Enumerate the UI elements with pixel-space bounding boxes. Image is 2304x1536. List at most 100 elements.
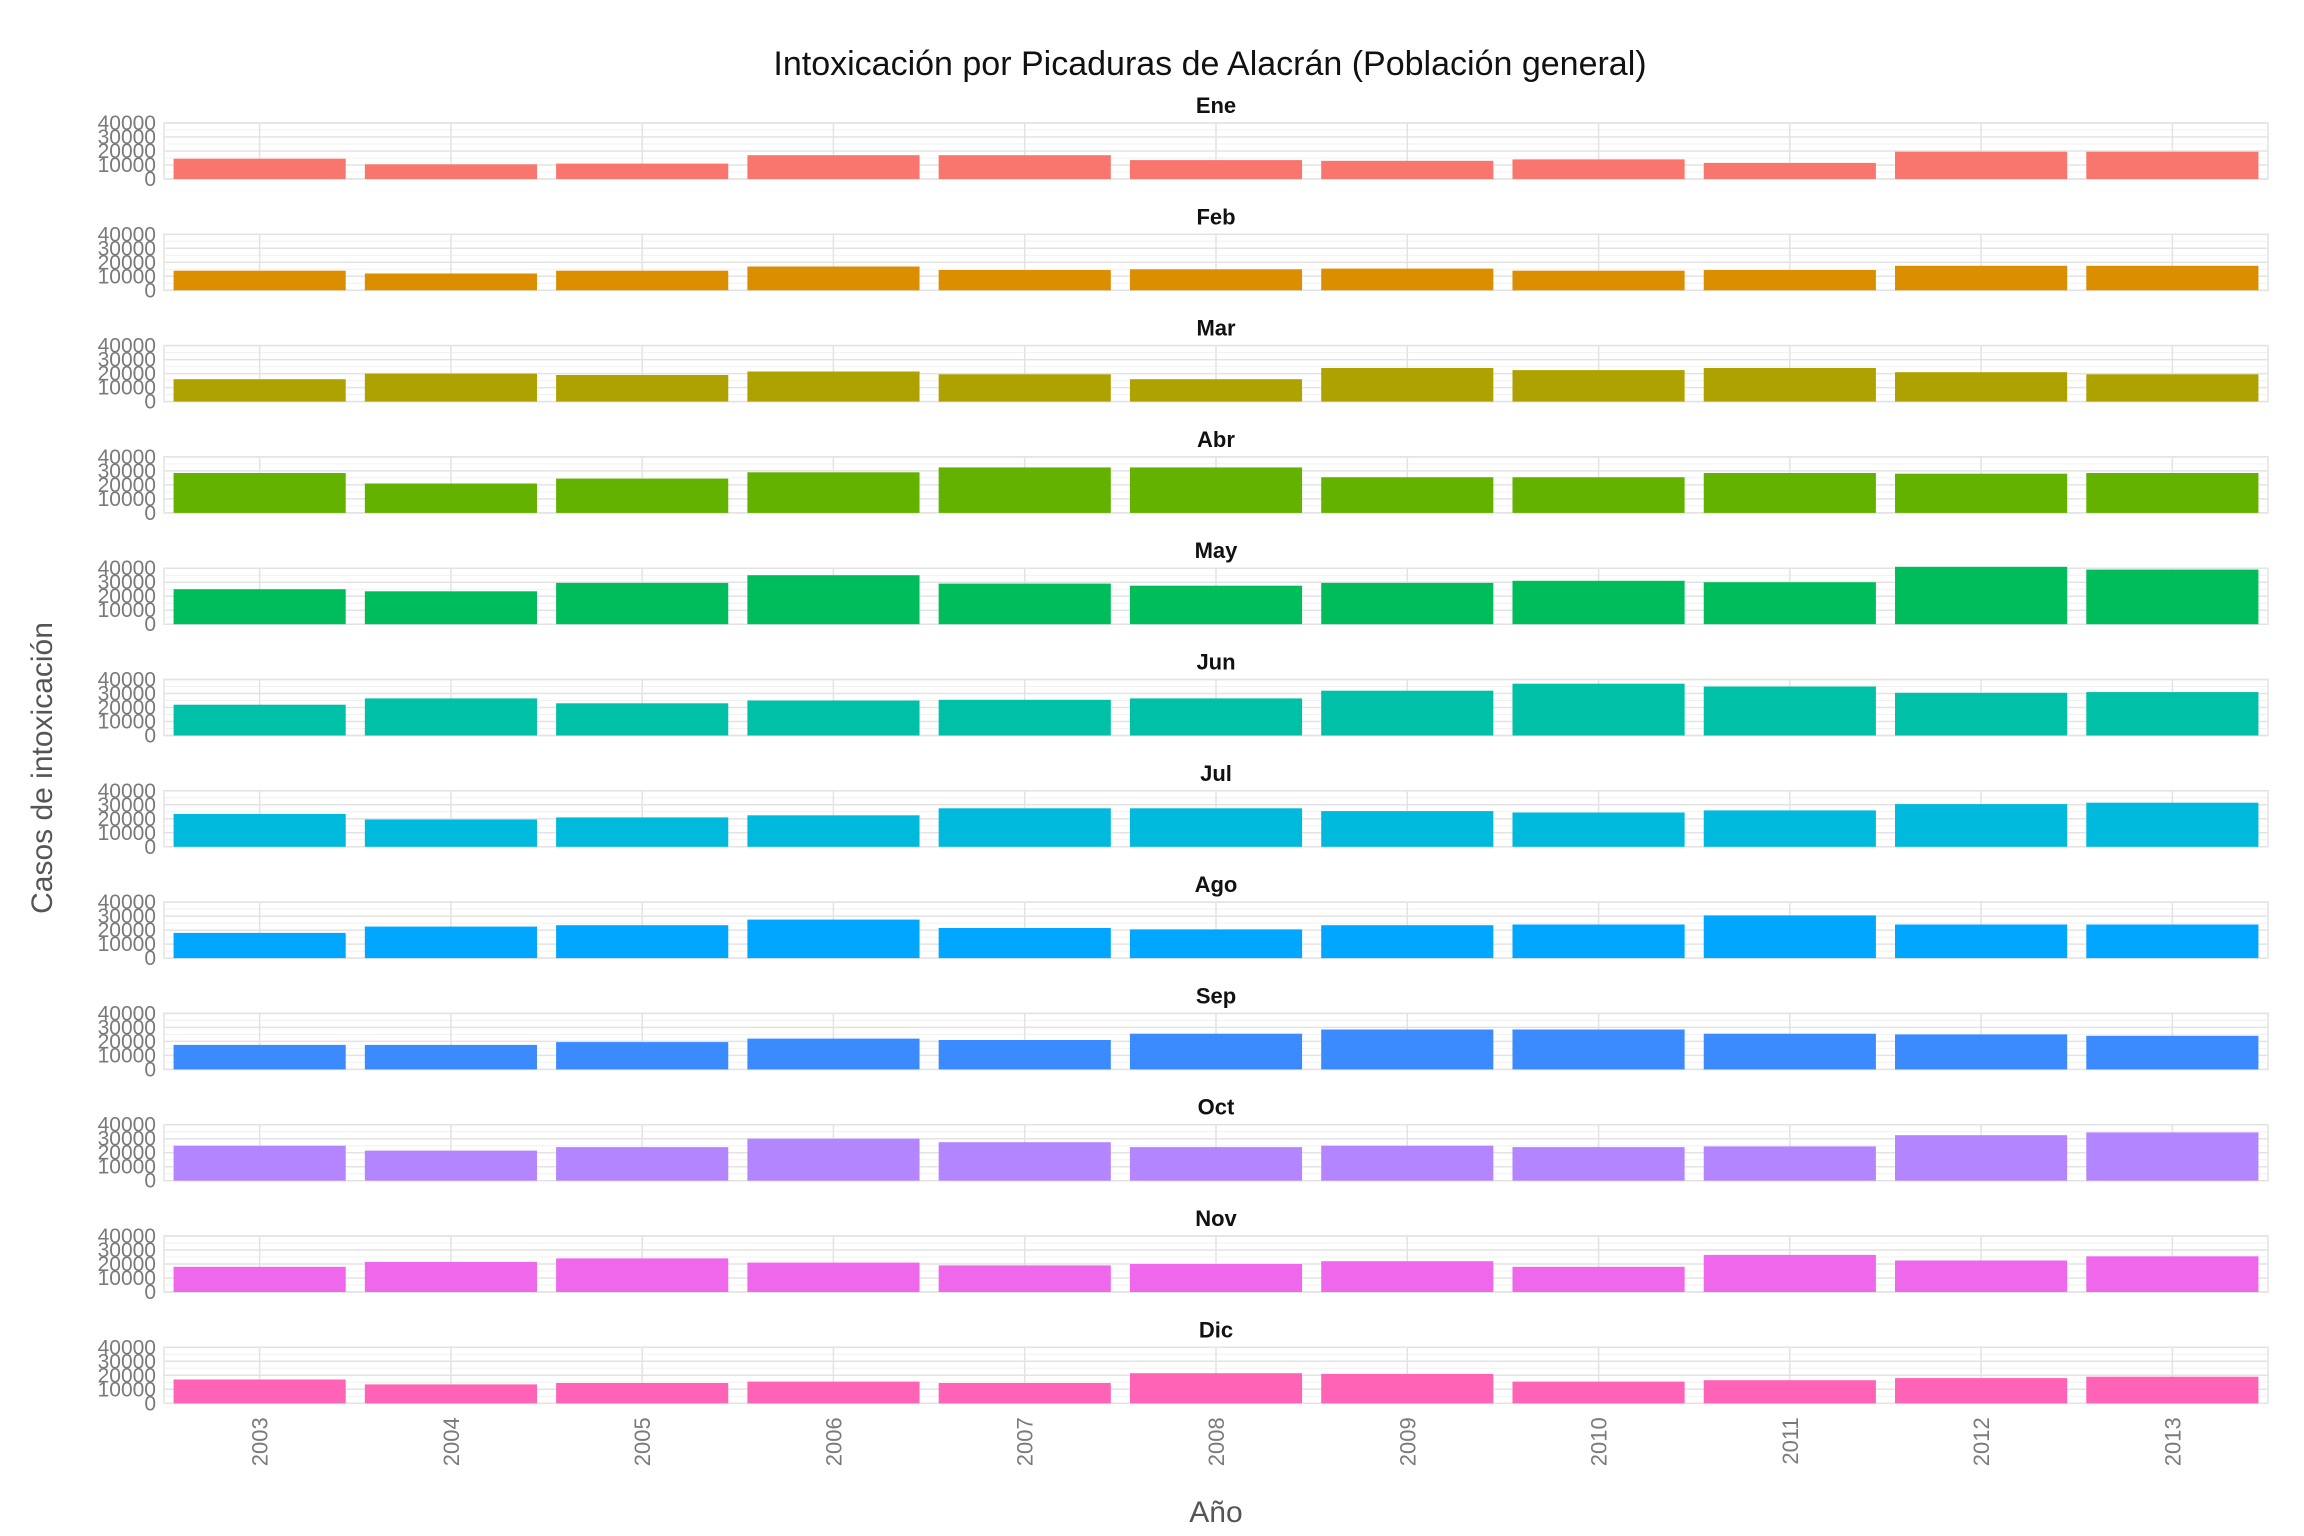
bar-ago-2006 xyxy=(747,919,920,959)
bar-abr-2009 xyxy=(1321,477,1494,513)
bar-nov-2012 xyxy=(1895,1260,2068,1292)
bar-dic-2007 xyxy=(938,1383,1111,1404)
y-tick-label: 30000 xyxy=(98,349,156,372)
bar-oct-2013 xyxy=(2086,1132,2259,1181)
x-tick-label: 2013 xyxy=(2160,1417,2185,1466)
bar-abr-2003 xyxy=(173,473,346,513)
bar-dic-2005 xyxy=(556,1383,729,1404)
bar-jul-2008 xyxy=(1129,808,1303,847)
bar-ene-2012 xyxy=(1895,151,2068,179)
y-tick-label: 30000 xyxy=(98,905,156,928)
bar-feb-2008 xyxy=(1129,269,1303,291)
panel-strip-label: Sep xyxy=(1196,983,1236,1008)
y-tick-label: 20000 xyxy=(98,474,156,497)
bar-nov-2005 xyxy=(556,1258,729,1292)
bar-ago-2009 xyxy=(1321,925,1494,959)
bar-oct-2009 xyxy=(1321,1145,1494,1181)
bar-dic-2006 xyxy=(747,1381,920,1404)
y-tick-label: 30000 xyxy=(98,1239,156,1262)
y-tick-label: 40000 xyxy=(98,780,156,803)
bar-jul-2012 xyxy=(1895,804,2068,847)
bar-ago-2005 xyxy=(556,925,729,959)
y-tick-label: 30000 xyxy=(98,460,156,483)
bar-may-2005 xyxy=(556,582,729,625)
y-tick-label: 40000 xyxy=(98,1336,156,1359)
y-tick-label: 10000 xyxy=(98,599,156,622)
y-tick-label: 10000 xyxy=(98,154,156,177)
x-tick-label: 2008 xyxy=(1204,1417,1229,1466)
y-tick-label: 20000 xyxy=(98,363,156,386)
bar-may-2011 xyxy=(1703,582,1876,625)
x-tick-label: 2006 xyxy=(821,1417,846,1466)
bar-jul-2005 xyxy=(556,817,729,847)
bar-nov-2011 xyxy=(1703,1254,1876,1292)
bar-abr-2005 xyxy=(556,478,729,513)
bar-jul-2007 xyxy=(938,808,1111,847)
x-tick-label: 2003 xyxy=(248,1417,273,1466)
bar-ene-2005 xyxy=(556,163,729,179)
y-tick-label: 30000 xyxy=(98,1016,156,1039)
bar-jul-2010 xyxy=(1512,812,1685,847)
y-tick-label: 0 xyxy=(144,391,156,414)
bar-may-2007 xyxy=(938,583,1111,625)
bar-may-2006 xyxy=(747,575,920,625)
panel-strip-label: May xyxy=(1195,538,1239,563)
bar-sep-2007 xyxy=(938,1040,1111,1070)
bar-dic-2013 xyxy=(2086,1376,2259,1404)
bar-feb-2005 xyxy=(556,270,729,291)
bar-nov-2013 xyxy=(2086,1256,2259,1292)
y-tick-label: 30000 xyxy=(98,1350,156,1373)
bar-mar-2008 xyxy=(1129,379,1303,402)
bar-oct-2012 xyxy=(1895,1135,2068,1181)
y-tick-label: 0 xyxy=(144,1170,156,1193)
bar-jun-2005 xyxy=(556,703,729,736)
bar-feb-2006 xyxy=(747,266,920,291)
bar-ago-2010 xyxy=(1512,924,1685,959)
bar-sep-2011 xyxy=(1703,1033,1876,1070)
bar-mar-2009 xyxy=(1321,368,1494,402)
bar-oct-2006 xyxy=(747,1138,920,1181)
bar-mar-2013 xyxy=(2086,374,2259,402)
bar-oct-2004 xyxy=(364,1150,537,1181)
bar-sep-2004 xyxy=(364,1044,537,1070)
bar-dic-2008 xyxy=(1129,1373,1303,1404)
bar-abr-2012 xyxy=(1895,473,2068,513)
panel-strip-label: Mar xyxy=(1196,316,1236,341)
x-tick-label: 2005 xyxy=(630,1417,655,1466)
bar-jul-2009 xyxy=(1321,811,1494,847)
y-tick-label: 10000 xyxy=(98,1044,156,1067)
bar-ene-2010 xyxy=(1512,159,1685,179)
bar-mar-2003 xyxy=(173,379,346,402)
y-tick-label: 10000 xyxy=(98,1378,156,1401)
y-tick-label: 0 xyxy=(144,168,156,191)
bar-mar-2011 xyxy=(1703,368,1876,402)
bar-feb-2012 xyxy=(1895,265,2068,291)
y-tick-label: 10000 xyxy=(98,1267,156,1290)
bar-sep-2006 xyxy=(747,1038,920,1070)
y-tick-label: 20000 xyxy=(98,1253,156,1276)
bar-dic-2004 xyxy=(364,1384,537,1404)
y-tick-label: 10000 xyxy=(98,822,156,845)
chart-title: Intoxicación por Picaduras de Alacrán (P… xyxy=(773,45,1646,83)
x-axis: 2003 2004 2005 2006 2007 2008 2009 2010 2011 2012… xyxy=(248,1417,2186,1466)
bar-ago-2004 xyxy=(364,926,537,959)
bar-mar-2010 xyxy=(1512,370,1685,402)
bar-ago-2011 xyxy=(1703,915,1876,959)
bar-sep-2013 xyxy=(2086,1035,2259,1070)
bar-jun-2010 xyxy=(1512,683,1685,736)
x-tick-label: 2012 xyxy=(1969,1417,1994,1466)
bar-dic-2010 xyxy=(1512,1381,1685,1404)
bar-ago-2013 xyxy=(2086,924,2259,959)
bar-jun-2007 xyxy=(938,699,1111,736)
y-tick-label: 0 xyxy=(144,1058,156,1081)
y-tick-label: 20000 xyxy=(98,808,156,831)
bar-mar-2006 xyxy=(747,371,920,402)
y-tick-label: 40000 xyxy=(98,112,156,135)
bar-ene-2004 xyxy=(364,164,537,179)
bar-feb-2003 xyxy=(173,270,346,291)
